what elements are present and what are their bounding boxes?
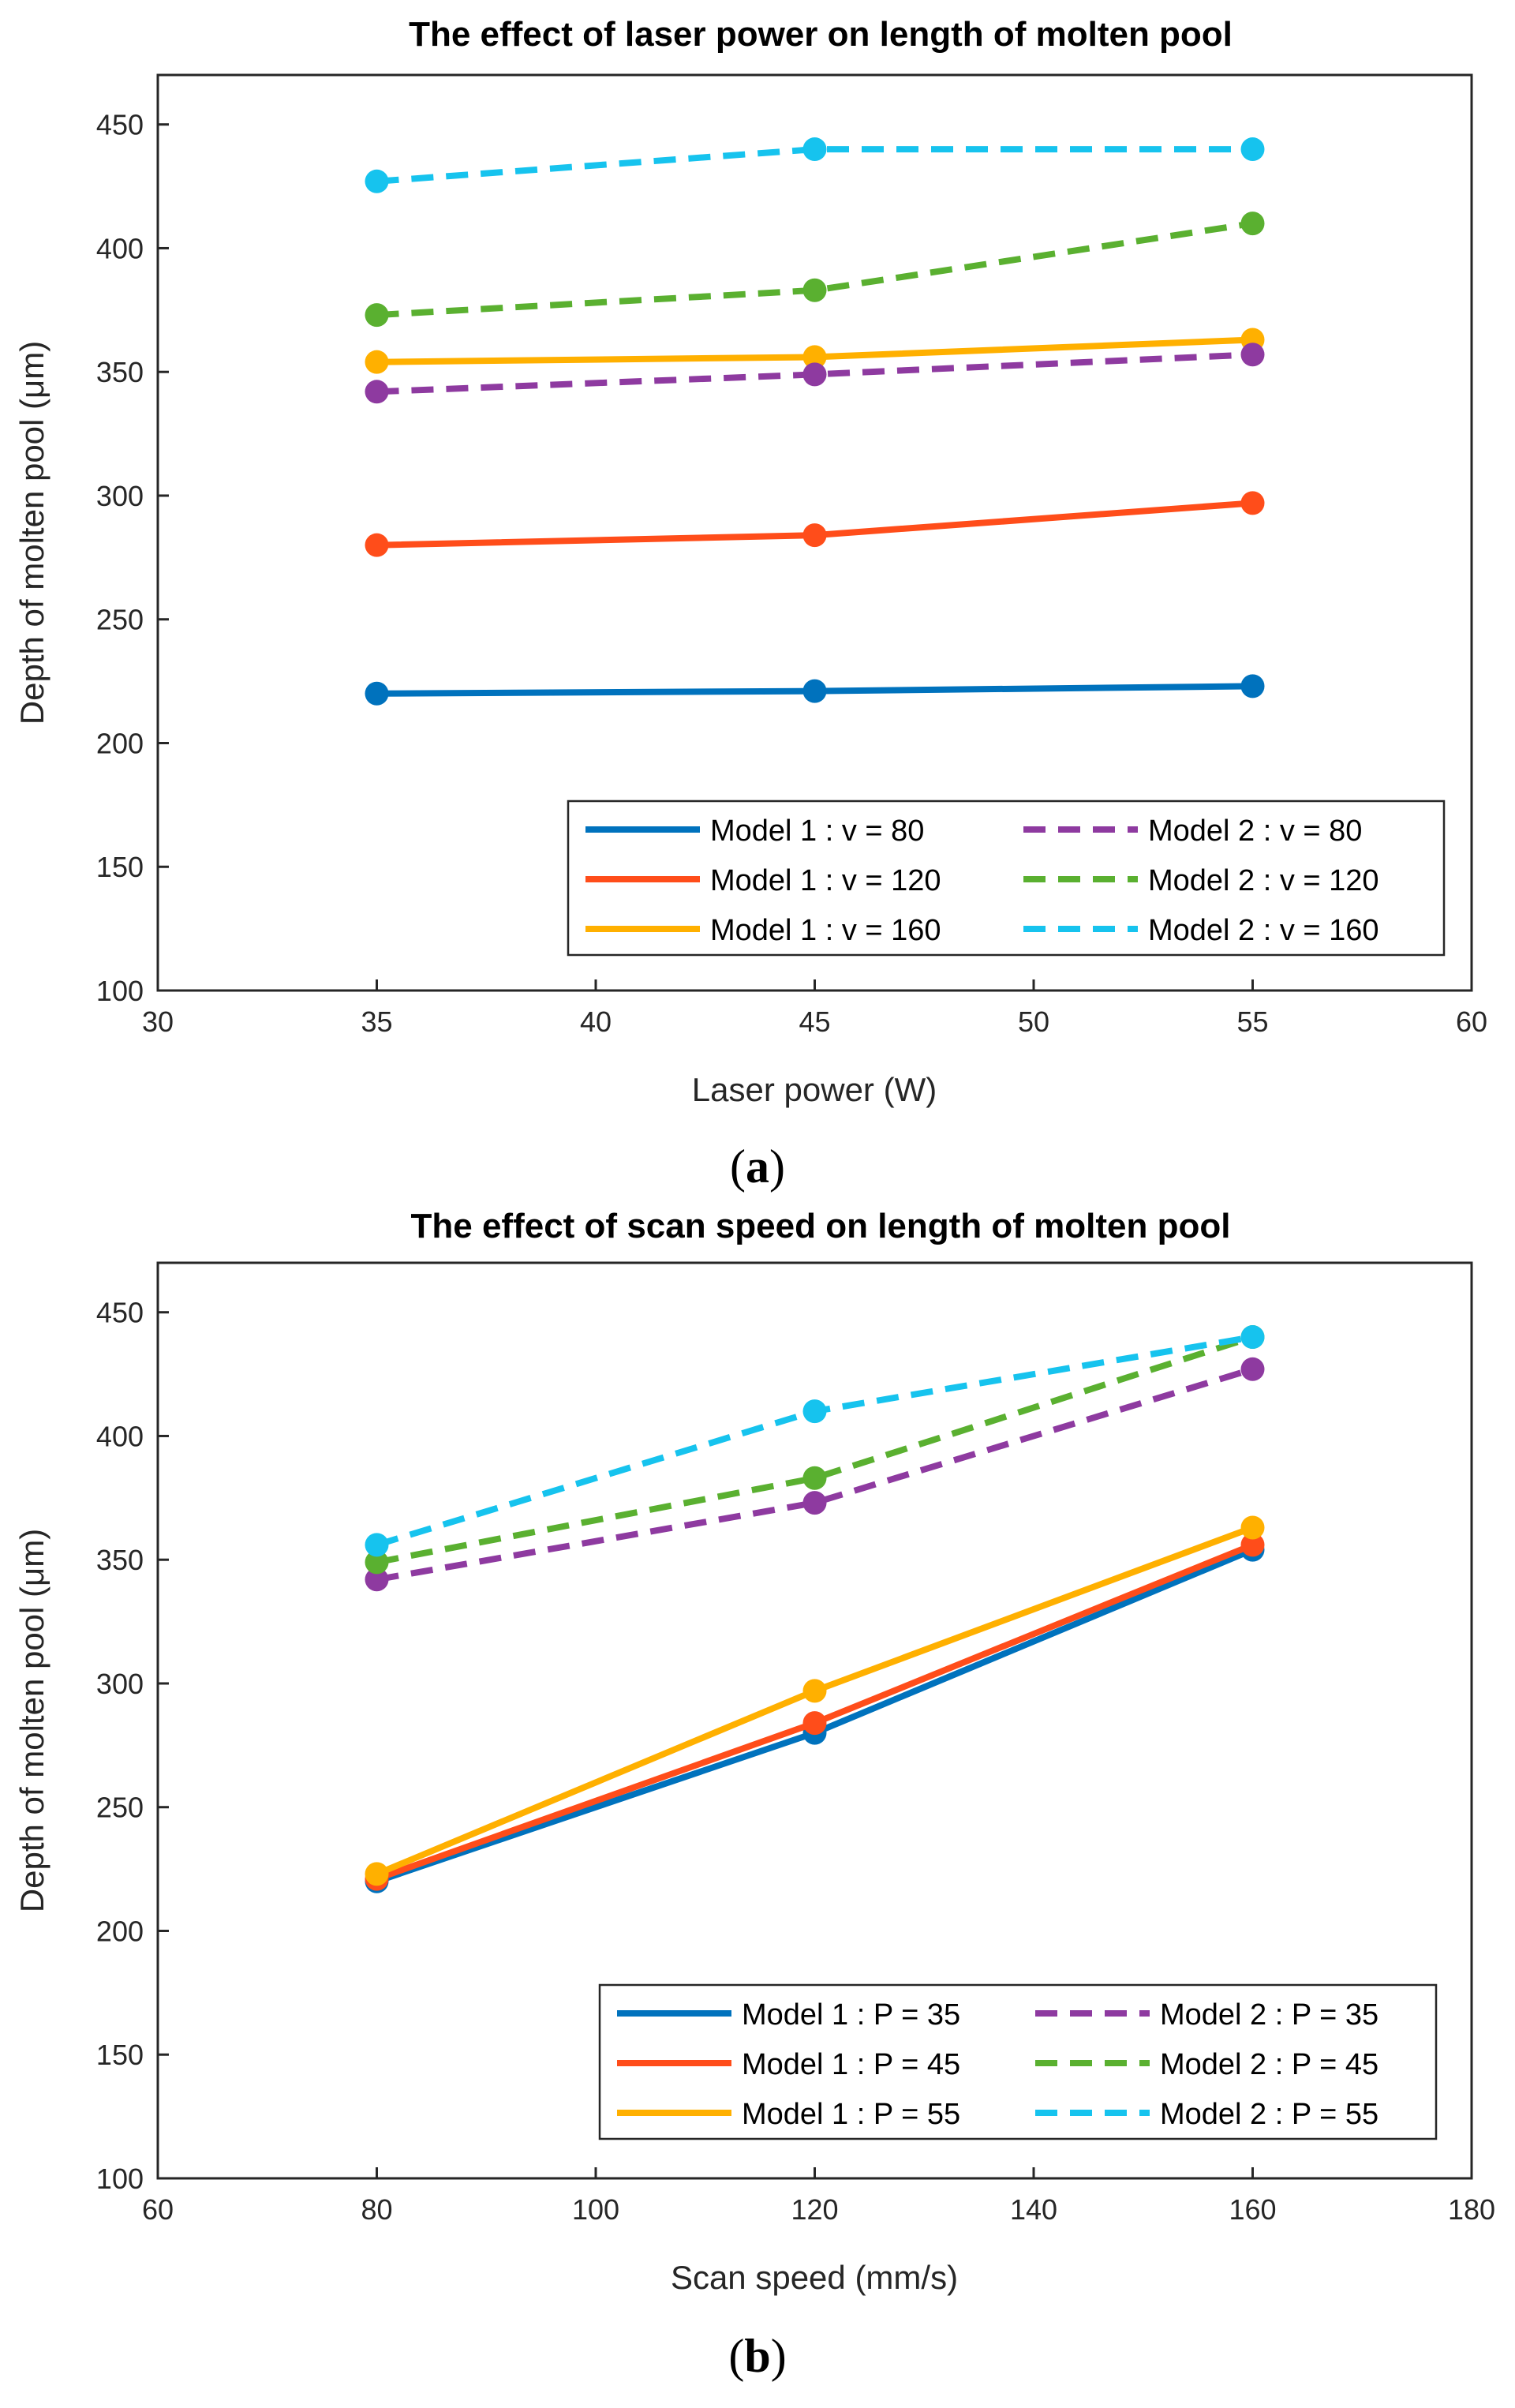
y-tick-label: 150 [96,851,144,883]
y-tick-label: 350 [96,1544,144,1576]
legend-label: Model 2 : P = 55 [1160,2098,1378,2131]
series-group [365,1325,1265,1893]
x-tick-label: 35 [361,1006,392,1038]
chart-title: The effect of laser power on length of m… [409,15,1233,54]
y-axis-label: Depth of molten pool (μm) [13,1529,50,1912]
y-tick-label: 100 [96,975,144,1007]
data-point [802,1679,827,1703]
chart-panel-a: The effect of laser power on length of m… [13,15,1487,1193]
x-tick-label: 45 [799,1006,830,1038]
data-point [802,345,827,369]
legend-label: Model 2 : v = 120 [1148,864,1379,897]
data-point [1240,137,1265,162]
data-point [1240,674,1265,698]
y-tick-label: 200 [96,727,144,759]
legend-label: Model 1 : P = 35 [742,1998,960,2032]
legend-label: Model 2 : v = 80 [1148,815,1362,848]
legend-label: Model 2 : v = 160 [1148,914,1379,947]
data-point [365,1862,389,1886]
legend-box [598,1983,1438,2140]
panel-label: (a) [730,1140,785,1193]
chart-title: The effect of scan speed on length of mo… [411,1207,1231,1245]
panel-label: (b) [728,2330,786,2382]
panel-letter: b [744,2330,770,2382]
x-axis-label: Scan speed (mm/s) [671,2259,958,2296]
x-tick-label: 60 [1456,1006,1487,1038]
data-point [802,1711,827,1736]
data-point [365,169,389,193]
legend-label: Model 1 : v = 80 [710,815,924,848]
data-point [802,1399,827,1424]
y-axis-label: Depth of molten pool (μm) [13,341,50,725]
x-tick-label: 50 [1018,1006,1049,1038]
data-point [1240,212,1265,236]
data-point [1240,491,1265,515]
y-tick-label: 450 [96,1297,144,1329]
data-point [1240,343,1265,367]
legend: Model 1 : v = 80 Model 1 : v = 120 Model 1… [567,800,1446,957]
legend-label: Model 1 : v = 160 [710,914,941,947]
data-point [365,303,389,328]
data-point [365,1567,389,1592]
data-point [802,1466,827,1490]
data-point [365,380,389,404]
axis-ticks: 60 80 100 120 140 160 180 100 150 200 250 300 350 400… [96,1297,1495,2226]
x-tick-label: 180 [1448,2193,1495,2226]
x-tick-label: 40 [580,1006,612,1038]
legend-label: Model 1 : v = 120 [710,864,941,897]
legend: Model 1 : P = 35 Model 1 : P = 45 Model 1 … [598,1983,1438,2140]
x-tick-label: 30 [142,1006,174,1038]
data-point [1240,1357,1265,1381]
data-point [365,681,389,706]
y-tick-label: 400 [96,232,144,264]
data-point [802,362,827,387]
legend-label: Model 2 : P = 35 [1160,1998,1378,2032]
y-tick-label: 300 [96,1668,144,1700]
axis-ticks: 30 35 40 45 50 55 60 100 150 200 250 300 350 400 450 [96,109,1487,1038]
x-tick-label: 55 [1236,1006,1268,1038]
legend-box [567,800,1446,957]
y-tick-label: 350 [96,356,144,388]
x-axis-label: Laser power (W) [692,1071,937,1108]
series-group [365,137,1265,706]
y-tick-label: 150 [96,2039,144,2071]
series-line [376,146,1253,185]
x-tick-label: 80 [361,2193,392,2226]
legend-label: Model 1 : P = 45 [742,2048,960,2081]
y-tick-label: 450 [96,109,144,141]
series-line [376,1365,1254,1583]
data-point [802,137,827,162]
data-point [1240,1515,1265,1540]
data-point [802,679,827,703]
data-point [802,278,827,302]
data-point [1240,1533,1265,1557]
x-tick-label: 60 [142,2193,174,2226]
y-tick-label: 250 [96,1792,144,1824]
data-point [365,1550,389,1575]
data-point [802,523,827,548]
data-point [365,533,389,557]
data-point [1240,1325,1265,1350]
legend-label: Model 2 : P = 45 [1160,2048,1378,2081]
data-point [365,350,389,374]
data-point [365,1533,389,1557]
x-tick-label: 120 [791,2193,838,2226]
y-tick-label: 200 [96,1915,144,1947]
x-tick-label: 160 [1229,2193,1276,2226]
y-tick-label: 300 [96,480,144,512]
y-tick-label: 100 [96,2163,144,2195]
legend-label: Model 1 : P = 55 [742,2098,960,2131]
panel-letter: a [746,1140,769,1193]
x-tick-label: 140 [1010,2193,1057,2226]
chart-panel-b: The effect of scan speed on length of mo… [13,1207,1495,2382]
data-point [802,1491,827,1515]
y-tick-label: 250 [96,604,144,636]
series-line [376,1334,1254,1566]
x-tick-label: 100 [572,2193,619,2226]
y-tick-label: 400 [96,1420,144,1452]
